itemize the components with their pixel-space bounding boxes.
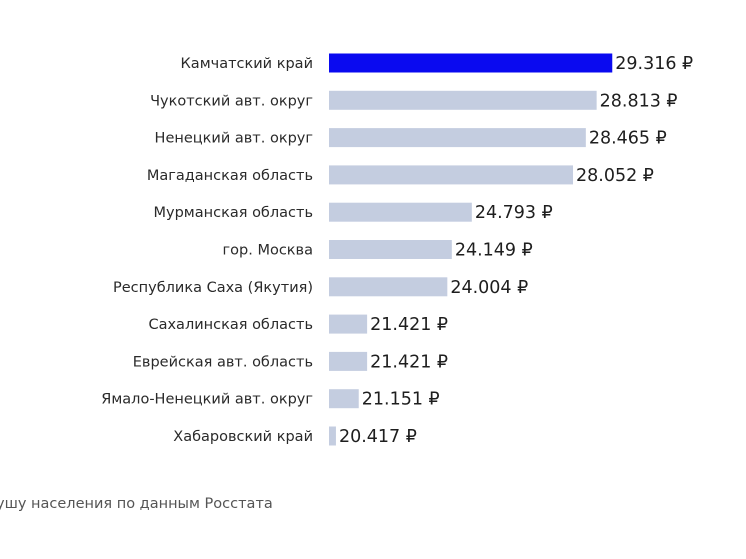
bar	[329, 128, 586, 148]
bar	[329, 351, 368, 371]
category-label: Чукотский авт. округ	[150, 93, 313, 109]
value-label: 24.149 ₽	[455, 241, 533, 261]
value-label: 29.316 ₽	[615, 54, 693, 74]
value-label: 28.813 ₽	[600, 91, 678, 111]
category-label: Ненецкий авт. округ	[155, 131, 313, 147]
bar	[329, 240, 452, 259]
value-label: 21.421 ₽	[370, 315, 448, 335]
value-label: 28.052 ₽	[576, 166, 654, 186]
bar	[329, 426, 336, 446]
category-label: Республика Саха (Якутия)	[113, 280, 313, 296]
category-label: Сахалинская область	[148, 317, 313, 333]
category-label: Мурманская область	[154, 205, 313, 221]
bar	[329, 90, 597, 110]
value-label: 28.465 ₽	[589, 129, 667, 149]
category-label: Камчатский край	[181, 56, 313, 72]
bar	[329, 389, 359, 409]
category-label: Магаданская область	[147, 168, 313, 184]
bar	[329, 277, 448, 297]
chart-footnote: ушу населения по данным Росстата	[0, 496, 273, 512]
bar	[329, 165, 574, 185]
value-label: 24.793 ₽	[475, 203, 553, 223]
value-label: 21.421 ₽	[370, 352, 448, 372]
category-label: Хабаровский край	[173, 429, 313, 445]
bar	[329, 202, 472, 222]
bar-highlighted	[329, 53, 613, 73]
value-label: 20.417 ₽	[339, 427, 417, 447]
category-label: Еврейская авт. область	[133, 354, 313, 370]
bar	[329, 314, 368, 334]
bar-chart: Камчатский край 29.316 ₽ Чукотский авт. ок…	[101, 53, 693, 447]
value-label: 21.151 ₽	[362, 390, 440, 410]
category-label: Ямало-Ненецкий авт. округ	[101, 392, 313, 408]
value-label: 24.004 ₽	[450, 278, 528, 298]
category-label: гор. Москва	[223, 243, 313, 259]
